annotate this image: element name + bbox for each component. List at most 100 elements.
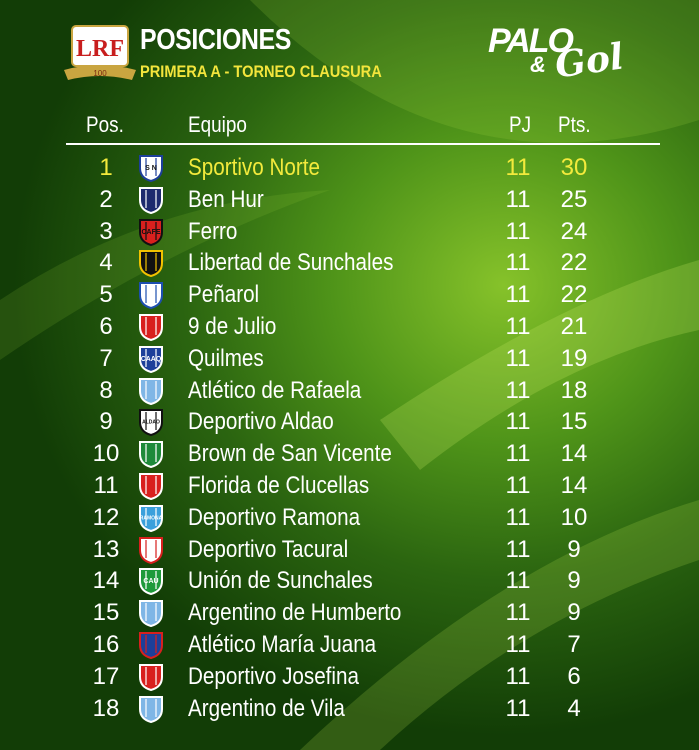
team-badge — [139, 632, 163, 659]
column-header: Pts. — [558, 112, 591, 137]
badge-stripe — [145, 476, 157, 494]
column-header: Pos. — [86, 112, 124, 137]
team-name: Peñarol — [188, 281, 260, 309]
games-played: 11 — [505, 472, 531, 499]
badge-stripe — [145, 158, 157, 176]
badge-stripe — [145, 348, 157, 367]
table-row: 18 Argentino de Vila 11 4 — [0, 693, 699, 725]
logo-text: LRF — [76, 36, 124, 62]
table-row: 16 Atlético María Juana 11 7 — [0, 629, 699, 661]
team-name: Argentino de Humberto — [188, 599, 402, 627]
points: 24 — [560, 217, 588, 245]
team-name: Argentino de Vila — [188, 694, 345, 722]
team-name: Libertad de Sunchales — [188, 249, 394, 277]
badge-shield — [139, 663, 163, 691]
points: 9 — [567, 599, 581, 627]
position: 14 — [92, 567, 120, 595]
games-played: 11 — [505, 567, 531, 595]
games-played: 11 — [505, 408, 531, 436]
badge-shield — [139, 695, 163, 723]
games-played: 11 — [505, 281, 531, 309]
table-row: 2 Ben Hur 11 25 — [0, 184, 699, 216]
points: 25 — [560, 185, 588, 213]
badge-stripe — [145, 539, 157, 558]
table-row: 3 CAFE Ferro 11 24 — [0, 216, 699, 248]
table-row: 7 CAAQ Quilmes 11 19 — [0, 343, 699, 375]
badge-stripe — [145, 189, 157, 208]
points: 14 — [560, 440, 588, 468]
position: 9 — [99, 408, 113, 436]
team-name: Quilmes — [188, 344, 264, 372]
badge-stripe — [145, 380, 157, 399]
table-row: 8 Atlético de Rafaela 11 18 — [0, 375, 699, 407]
badge-stripe — [145, 698, 157, 717]
team-badge — [139, 377, 163, 405]
points: 19 — [560, 344, 588, 372]
table-row: 15 Argentino de Humberto 11 9 — [0, 597, 699, 629]
team-badge — [139, 314, 163, 341]
points: 30 — [560, 154, 588, 181]
team-name: Brown de San Vicente — [188, 440, 392, 468]
position: 6 — [99, 313, 113, 340]
team-badge: ALDAO — [139, 409, 163, 437]
games-played: 11 — [505, 599, 531, 627]
team-name: Atlético de Rafaela — [188, 376, 362, 404]
badge-text: ALDAO — [142, 420, 160, 426]
points: 18 — [560, 376, 588, 404]
team-badge — [139, 536, 163, 564]
team-badge: S N — [139, 155, 163, 182]
team-badge — [139, 473, 163, 500]
badge-text: CAAQ — [141, 356, 162, 363]
badge-stripe — [145, 603, 157, 622]
badge-stripe — [145, 666, 157, 685]
points: 22 — [560, 249, 588, 277]
badge-stripe — [145, 412, 157, 431]
games-played: 11 — [505, 344, 531, 372]
position: 11 — [93, 472, 119, 499]
logo-sub: 100 — [93, 69, 107, 78]
column-header: PJ — [509, 112, 532, 137]
badge-stripe — [145, 285, 157, 304]
table-row: 13 Deportivo Tacural 11 9 — [0, 534, 699, 566]
team-badge — [139, 441, 163, 469]
position: 1 — [99, 154, 113, 181]
badge-shield — [139, 282, 163, 310]
badge-stripe — [145, 571, 157, 590]
position: 12 — [92, 503, 120, 531]
points: 6 — [567, 662, 581, 690]
table-row: 5 Peñarol 11 22 — [0, 279, 699, 311]
team-badge: RAMONA — [139, 504, 163, 532]
games-played: 11 — [505, 376, 531, 404]
points: 10 — [560, 503, 588, 531]
badge-shield — [139, 600, 163, 628]
badge-stripe — [145, 444, 157, 463]
brand-word: PALO — [488, 22, 574, 60]
header-rule — [66, 143, 660, 145]
points: 4 — [567, 694, 581, 722]
subtitle: PRIMERA A - TORNEO CLAUSURA — [140, 62, 382, 81]
title: POSICIONES — [140, 24, 291, 56]
badge-shield — [139, 314, 163, 341]
games-played: 11 — [505, 694, 531, 722]
position: 17 — [92, 662, 120, 690]
position: 10 — [92, 440, 120, 468]
badge-text: S N — [145, 165, 157, 172]
league-logo: LRF 100 — [64, 25, 136, 80]
table-row: 10 Brown de San Vicente 11 14 — [0, 438, 699, 470]
team-badge: CAAQ — [139, 345, 163, 373]
badge-shield — [139, 377, 163, 405]
points: 14 — [560, 472, 588, 499]
position: 18 — [92, 694, 120, 722]
team-name: Ferro — [188, 217, 238, 245]
games-played: 11 — [505, 154, 531, 181]
badge-shield — [139, 250, 163, 278]
badge-stripe — [145, 317, 157, 335]
team-badge: CAFE — [139, 218, 163, 246]
games-played: 11 — [505, 535, 531, 563]
table-row: 9 ALDAO Deportivo Aldao 11 15 — [0, 406, 699, 438]
games-played: 11 — [505, 217, 531, 245]
points: 22 — [560, 281, 588, 309]
badge-stripe — [145, 507, 157, 526]
